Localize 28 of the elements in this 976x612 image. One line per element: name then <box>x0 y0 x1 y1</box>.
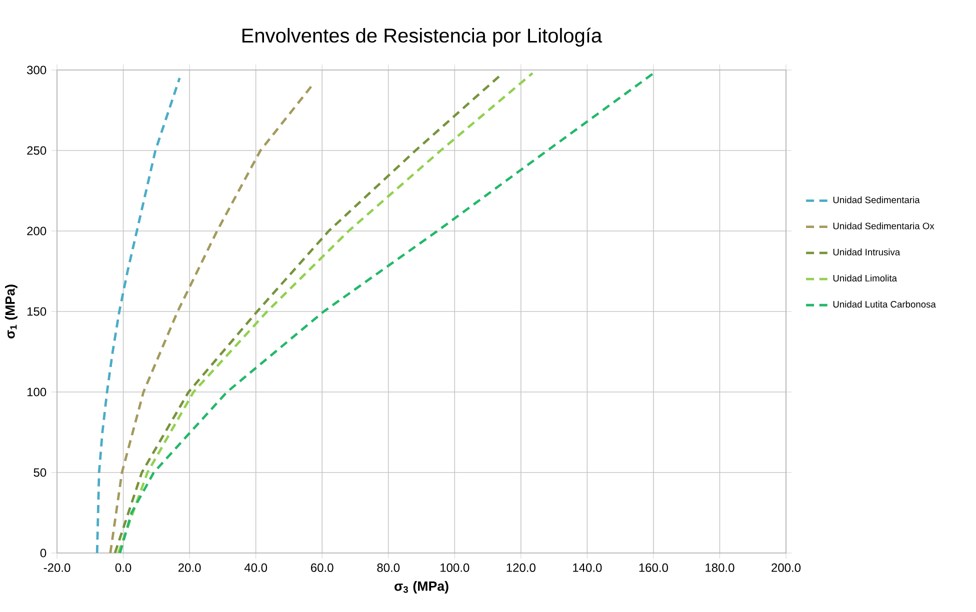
y-tick-label: 50 <box>34 468 46 477</box>
y-axis-title: σ$_{1}$ (MPa) <box>4 284 18 338</box>
y-tick-label: 0 <box>40 548 46 558</box>
y-tick-label: 100 <box>28 388 46 396</box>
legend-label: Unidad Sedimentaria Ox <box>833 222 934 230</box>
x-tick-label: -20.0 <box>44 563 70 572</box>
legend-label: Unidad Sedimentaria <box>833 196 920 204</box>
y-tick-label: 200 <box>27 226 46 236</box>
x-tick-label: 160.0 <box>639 563 668 572</box>
legend-label: Unidad Lutita Carbonosa <box>833 300 936 308</box>
x-tick-label: 80.0 <box>377 563 400 572</box>
y-tick-label: 250 <box>27 146 46 155</box>
chart-title: Envolventes de Resistencia por Litología <box>242 28 602 47</box>
x-tick-label: 40.0 <box>244 563 268 572</box>
line-series <box>109 83 314 553</box>
legend-label: Unidad Limolita <box>833 274 897 282</box>
x-tick-label: 20.0 <box>178 563 201 572</box>
x-tick-label: 140.0 <box>573 563 602 572</box>
x-tick-label: 0.0 <box>115 563 132 572</box>
x-tick-label: 200.0 <box>772 563 801 572</box>
x-axis-title: σ$_{3}$ (MPa) <box>394 581 448 594</box>
x-tick-label: 180.0 <box>706 563 734 572</box>
legend-label: Unidad Intrusiva <box>833 248 900 256</box>
x-tick-label: 60.0 <box>311 563 334 572</box>
y-tick-label: 150 <box>28 307 46 316</box>
x-tick-label: 120.0 <box>506 563 536 572</box>
y-tick-label: 300 <box>27 66 46 74</box>
x-tick-label: 100.0 <box>440 563 470 572</box>
